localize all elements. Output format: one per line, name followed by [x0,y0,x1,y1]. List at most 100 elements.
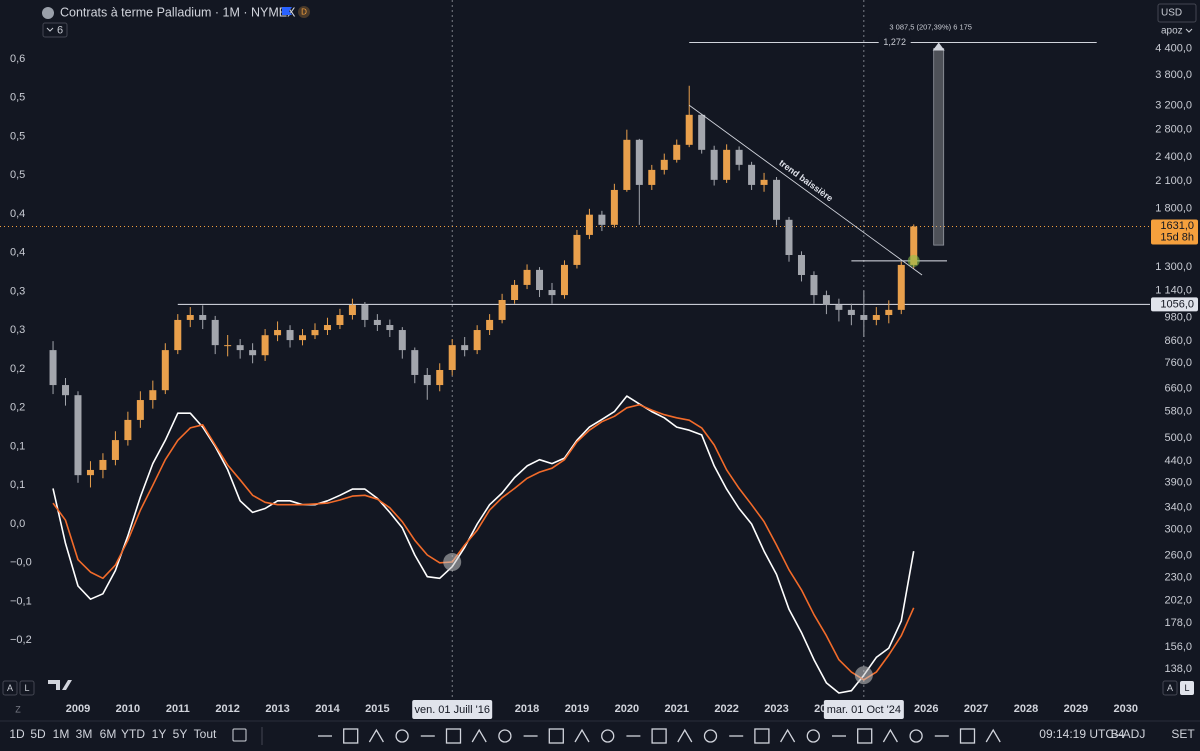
tool-icon[interactable] [857,728,873,744]
zoom-label[interactable]: Z [15,704,21,714]
signal-marker [443,553,462,572]
y-tick-label: 156,0 [1164,641,1192,653]
auto-button[interactable] [2,680,18,696]
signal-marker [907,254,920,267]
candle-body [373,319,381,326]
range-button[interactable]: 5Y [173,727,188,741]
tool-icon[interactable] [806,729,820,743]
candle-body [822,295,830,306]
x-tick-label: 2010 [116,703,140,715]
tool-icon[interactable] [780,728,796,743]
y-tick-label: 300,0 [1164,524,1192,536]
candle-body [236,345,244,351]
candle-body [299,335,307,341]
tool-icon[interactable] [601,729,615,743]
y2-tick-label: 0,4 [10,208,25,220]
range-button[interactable]: 3M [76,727,93,741]
tool-icon[interactable] [395,729,409,743]
y-tick-label: 230,0 [1164,571,1192,583]
ratio-box [878,36,911,49]
scale-menu[interactable]: apoz [1161,26,1183,37]
log-button[interactable] [19,680,35,696]
tool-icon[interactable] [651,728,667,744]
adjust-button[interactable]: B-ADJ [1111,727,1146,741]
y2-tick-label: 0,2 [10,402,25,414]
log-label: L [1184,683,1189,693]
clock: 09:14:19 UTC-4 [1039,727,1125,741]
crosshair-label-box [412,700,493,719]
log-label: L [24,683,29,693]
tool-icon[interactable] [574,728,590,743]
session-button[interactable]: SET [1171,727,1195,741]
tool-icon[interactable] [754,728,770,744]
candle-body [610,189,618,225]
chart-title: Contrats à terme Palladium · 1M · NYMEX [60,5,296,19]
range-button[interactable]: 1M [53,727,70,741]
oscillator-line [52,395,915,694]
indicator-toggle[interactable] [42,22,68,38]
candle-body [311,330,319,336]
tool-icon[interactable] [959,728,976,744]
candle-body [560,264,568,296]
candle-body [336,315,344,326]
calendar-icon[interactable] [232,728,247,742]
y-tick-label: 2 400,0 [1155,151,1192,163]
candle-body [910,226,918,265]
tool-icon[interactable] [548,728,564,744]
y2-tick-label: −0,2 [10,634,32,646]
candle-body [86,469,94,476]
x-tick-label: 2019 [565,703,589,715]
tool-icon[interactable] [368,728,384,743]
x-tick-label: 2027 [964,703,988,715]
range-button[interactable]: 6M [100,727,117,741]
y-tick-label: 4 400,0 [1155,43,1192,55]
y-tick-label: 3 800,0 [1155,69,1192,81]
ratio-label: 1,272 [883,37,906,47]
candle-body [735,149,743,165]
candle-body [473,330,481,351]
candle-body [523,269,531,285]
log-button[interactable] [1180,681,1194,695]
tool-icon[interactable] [445,728,462,744]
crosshair-label: mar. 01 Oct '24 [827,704,901,716]
tool-icon[interactable] [909,729,923,743]
tool-icon[interactable] [343,728,359,744]
auto-button[interactable] [1162,680,1178,696]
y-tick-label: 580,0 [1164,406,1192,418]
tool-icon[interactable] [498,729,512,743]
tool-icon[interactable] [677,728,693,743]
measure-label: 3 087,5 (207,39%) 6 175 [889,22,972,31]
tool-icon[interactable] [471,728,487,743]
range-button[interactable]: YTD [121,727,145,741]
y-tick-label: 760,0 [1164,357,1192,369]
candle-body [62,385,70,396]
symbol-icon [42,7,54,19]
x-tick-label: 2026 [914,703,938,715]
y2-tick-label: 0,4 [10,247,25,259]
candle-body [635,139,643,185]
range-button[interactable]: 1D [9,727,25,741]
tool-icon[interactable] [985,728,1001,743]
x-tick-label: 2022 [714,703,738,715]
candle-body [49,350,57,386]
candle-body [124,419,132,441]
y-tick-label: 2 100,0 [1155,175,1192,187]
y-tick-label: 980,0 [1164,312,1192,324]
candle-body [536,269,544,291]
tool-icon[interactable] [882,728,898,743]
candle-body [448,345,456,371]
range-button[interactable]: 1Y [152,727,167,741]
candle-body [748,164,756,185]
y-tick-label: 660,0 [1164,382,1192,394]
y2-tick-label: −0,1 [10,595,32,607]
candle-body [411,350,419,375]
x-tick-label: 2012 [215,703,239,715]
range-button[interactable]: 5D [30,727,46,741]
tool-icon[interactable] [703,729,718,743]
range-button[interactable]: Tout [194,727,217,741]
currency-button[interactable] [1157,3,1197,23]
candle-body [199,315,207,320]
y-tick-label: 340,0 [1164,501,1192,513]
last-price-label: 1631,0 [1160,220,1194,232]
